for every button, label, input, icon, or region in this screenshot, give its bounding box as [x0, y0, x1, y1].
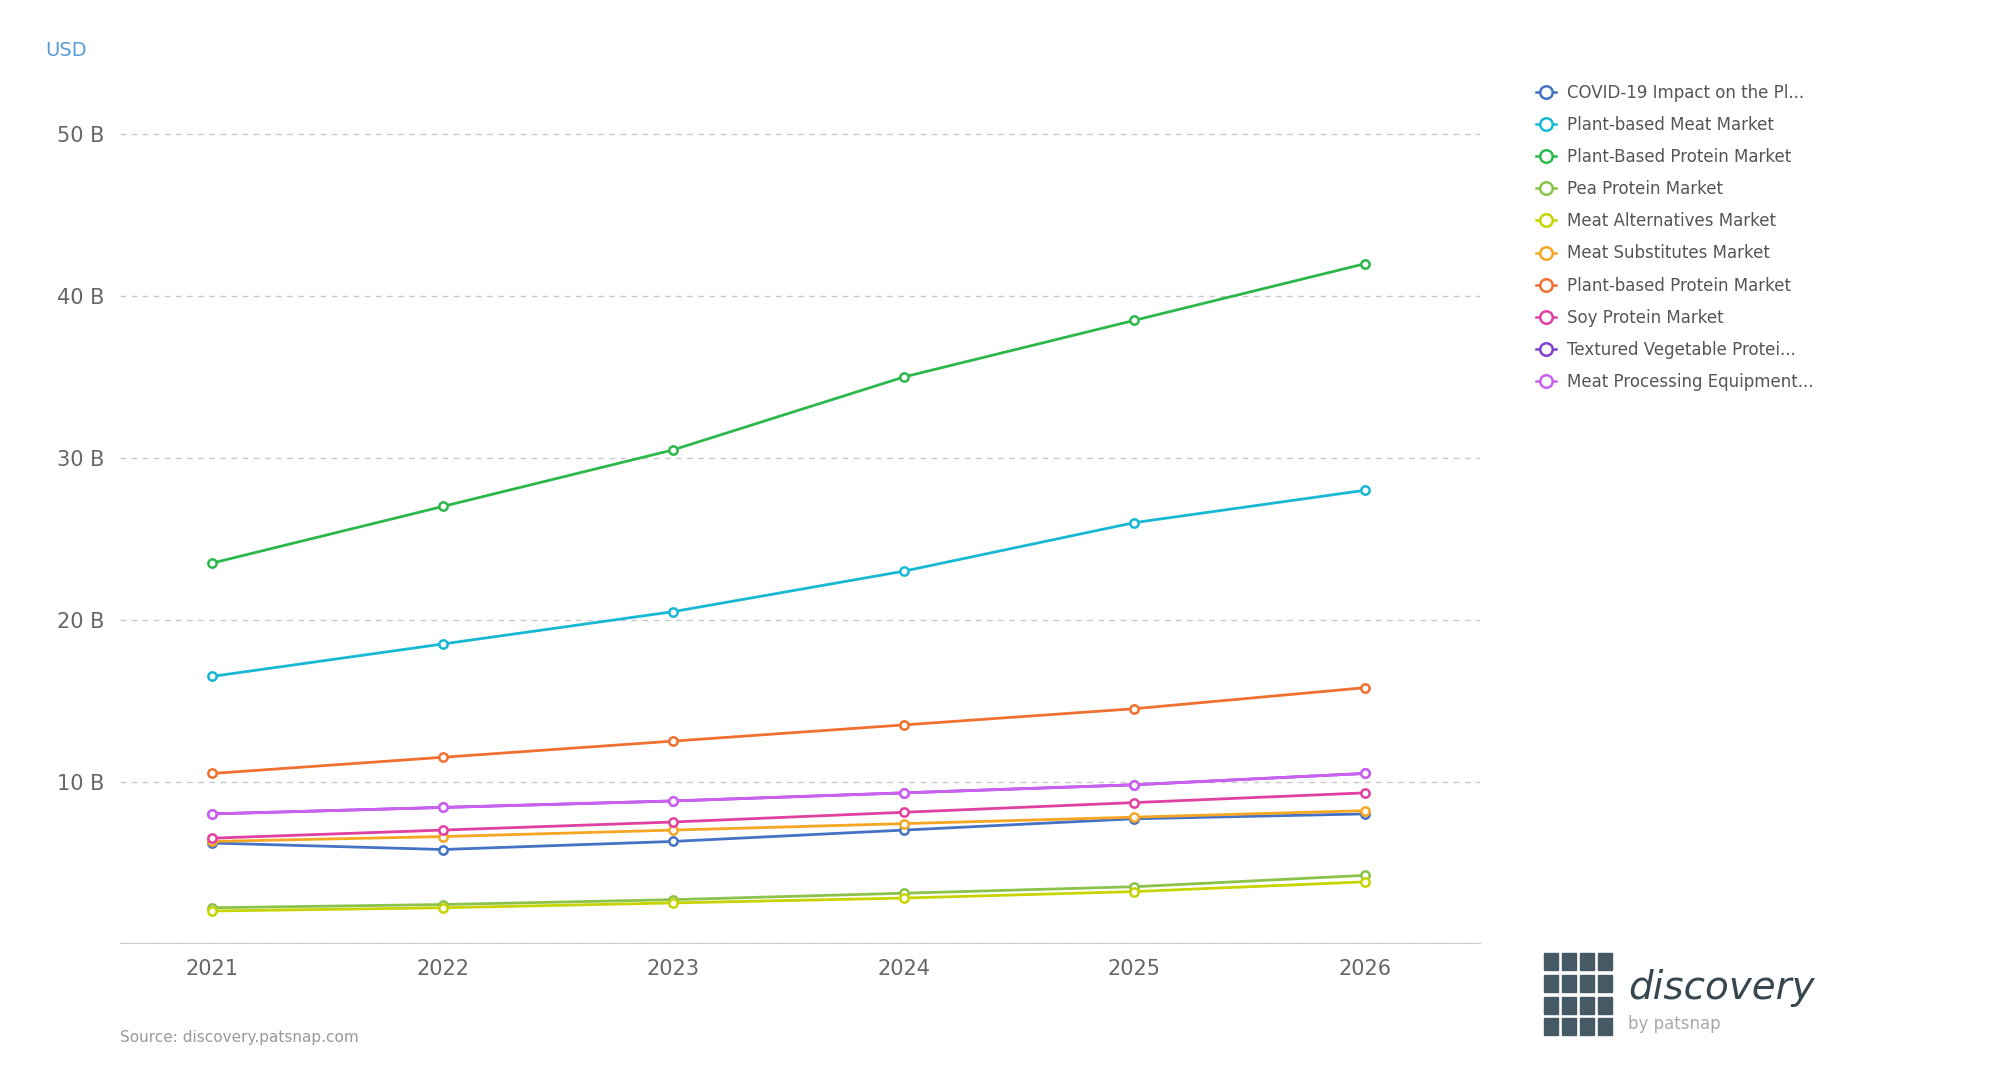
- Bar: [1544, 953, 1558, 970]
- Bar: [1562, 974, 1576, 992]
- Bar: [1544, 974, 1558, 992]
- Text: USD: USD: [46, 41, 86, 60]
- Bar: [1598, 953, 1612, 970]
- Bar: [1580, 997, 1594, 1014]
- Bar: [1562, 1018, 1576, 1036]
- Text: discovery: discovery: [1628, 969, 1814, 1008]
- Bar: [1544, 1018, 1558, 1036]
- Bar: [1598, 974, 1612, 992]
- Text: by patsnap: by patsnap: [1628, 1015, 1720, 1032]
- Bar: [1580, 1018, 1594, 1036]
- Bar: [1580, 953, 1594, 970]
- Legend: COVID-19 Impact on the Pl..., Plant-based Meat Market, Plant-Based Protein Marke: COVID-19 Impact on the Pl..., Plant-base…: [1530, 77, 1820, 398]
- Bar: [1580, 974, 1594, 992]
- Bar: [1598, 997, 1612, 1014]
- Bar: [1598, 1018, 1612, 1036]
- Bar: [1562, 953, 1576, 970]
- Bar: [1562, 997, 1576, 1014]
- Text: Source: discovery.patsnap.com: Source: discovery.patsnap.com: [120, 1030, 358, 1045]
- Bar: [1544, 997, 1558, 1014]
